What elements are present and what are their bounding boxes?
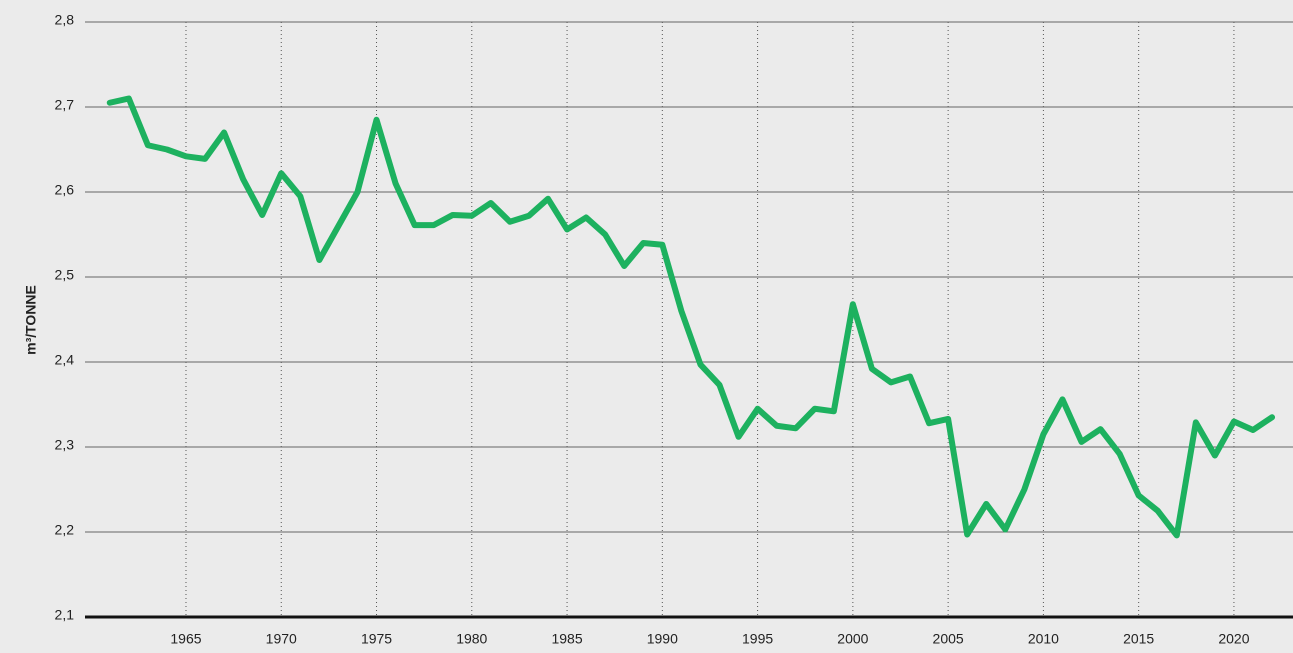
data-line — [106, 95, 1276, 539]
x-tick-label: 2000 — [837, 631, 868, 647]
y-tick-label: 2,2 — [55, 522, 75, 538]
x-tick-label: 2005 — [933, 631, 964, 647]
x-tick-label: 1965 — [170, 631, 201, 647]
x-tick-label: 1990 — [647, 631, 678, 647]
y-tick-label: 2,7 — [55, 97, 75, 113]
x-tick-label: 1975 — [361, 631, 392, 647]
x-tick-label: 1985 — [551, 631, 582, 647]
x-tick-label: 2020 — [1218, 631, 1249, 647]
x-tick-label: 2015 — [1123, 631, 1154, 647]
y-tick-label: 2,5 — [55, 267, 75, 283]
y-tick-label: 2,6 — [55, 182, 75, 198]
x-tick-label: 1995 — [742, 631, 773, 647]
x-tick-label: 1980 — [456, 631, 487, 647]
y-tick-label: 2,4 — [55, 352, 75, 368]
y-tick-label: 2,1 — [55, 607, 75, 623]
y-tick-label: 2,8 — [55, 12, 75, 28]
x-tick-label: 2010 — [1028, 631, 1059, 647]
x-tick-label: 1970 — [266, 631, 297, 647]
y-tick-label: 2,3 — [55, 437, 75, 453]
y-axis-label: m³/TONNE — [23, 285, 39, 355]
